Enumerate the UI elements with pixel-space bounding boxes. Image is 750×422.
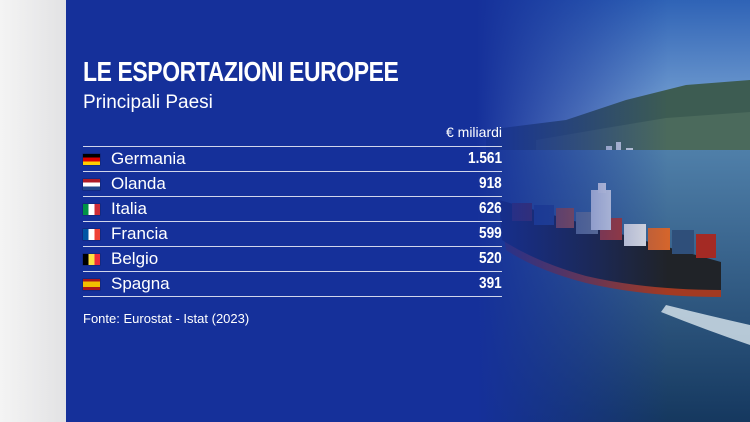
exports-table: Germania 1.561 Olanda 918 Italia 626 Francia 59… (83, 146, 502, 297)
flag-icon (83, 279, 100, 290)
country-name: Olanda (111, 174, 166, 193)
source-note: Fonte: Eurostat - Istat (2023) (83, 311, 250, 326)
table-row: Francia 599 (83, 221, 502, 246)
unit-label: € miliardi (445, 124, 502, 140)
flag-icon (83, 154, 100, 165)
table-row: Germania 1.561 (83, 146, 502, 171)
country-name: Italia (111, 199, 147, 218)
country-name: Germania (111, 149, 186, 168)
chart-title: LE ESPORTAZIONI EUROPEE (83, 56, 399, 87)
chart-subtitle: Principali Paesi (83, 92, 213, 113)
table-row: Olanda 918 (83, 171, 502, 196)
table-row: Spagna 391 (83, 271, 502, 297)
flag-icon (83, 229, 100, 240)
export-value: 626 (479, 200, 502, 217)
left-margin (0, 0, 66, 422)
table-row: Belgio 520 (83, 246, 502, 271)
country-name: Francia (111, 224, 168, 243)
export-value: 520 (479, 250, 502, 267)
export-value: 918 (479, 175, 502, 192)
table-row: Italia 626 (83, 196, 502, 221)
country-name: Belgio (111, 249, 159, 268)
flag-icon (83, 254, 100, 265)
infographic-panel: LE ESPORTAZIONI EUROPEE Principali Paesi… (66, 0, 750, 422)
country-name: Spagna (111, 274, 170, 293)
export-value: 391 (479, 275, 502, 292)
flag-icon (83, 204, 100, 215)
export-value: 1.561 (467, 150, 502, 167)
export-value: 599 (479, 225, 502, 242)
flag-icon (83, 179, 100, 190)
cargo-ship-photo (66, 0, 750, 422)
